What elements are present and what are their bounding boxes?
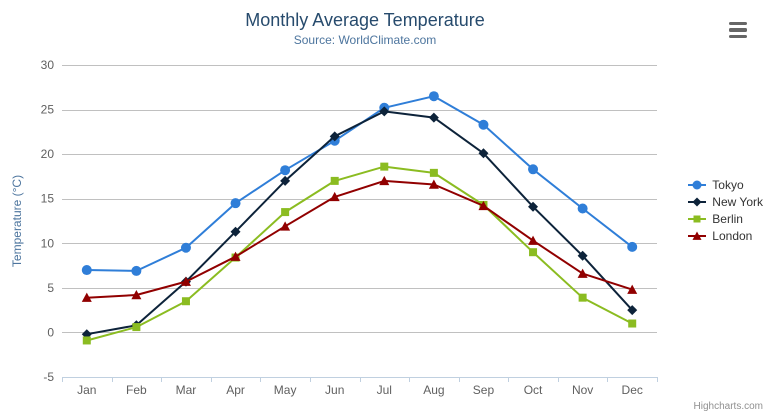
x-axis-tick-label: Apr <box>226 383 245 397</box>
data-point-marker[interactable] <box>478 119 489 130</box>
data-point-marker[interactable] <box>692 231 702 240</box>
data-point-marker[interactable] <box>180 276 191 286</box>
y-axis-tick-label: 10 <box>41 236 55 250</box>
data-point-marker[interactable] <box>329 191 340 202</box>
data-point-marker[interactable] <box>529 248 538 257</box>
legend-marker-triangle-icon <box>688 231 707 240</box>
data-point-marker[interactable] <box>428 91 439 102</box>
legend-item-tokyo[interactable]: Tokyo <box>687 176 763 193</box>
data-point-marker[interactable] <box>693 215 701 222</box>
series-new-york <box>81 106 638 340</box>
data-point-marker[interactable] <box>379 106 390 117</box>
data-point-marker[interactable] <box>280 175 291 186</box>
data-point-marker[interactable] <box>330 176 339 185</box>
y-axis-tick-label: 30 <box>41 58 55 72</box>
x-axis-tick-label: Nov <box>572 383 593 397</box>
legend-marker-circle-icon <box>688 180 707 189</box>
data-point-marker[interactable] <box>428 112 439 123</box>
legend-marker-diamond-icon <box>688 197 707 206</box>
series-london <box>81 175 638 302</box>
data-point-marker[interactable] <box>132 323 141 332</box>
x-axis-tick-label: Mar <box>176 383 197 397</box>
data-point-marker[interactable] <box>628 319 637 328</box>
data-point-marker[interactable] <box>478 200 489 211</box>
data-point-marker[interactable] <box>180 242 191 253</box>
hamburger-menu-icon <box>729 34 747 39</box>
data-point-marker[interactable] <box>329 131 340 142</box>
legend-label: Berlin <box>712 211 743 226</box>
legend-marker-square-icon <box>688 215 707 222</box>
data-point-marker[interactable] <box>692 197 702 206</box>
hamburger-menu-icon <box>729 21 747 26</box>
chart-subtitle: Source: WorldClimate.com <box>293 33 437 47</box>
y-axis-tick-label: 5 <box>47 281 54 295</box>
x-axis-tick-label: Jun <box>325 383 344 397</box>
data-point-marker[interactable] <box>280 221 291 231</box>
x-axis-tick-label: Jul <box>377 383 392 397</box>
data-point-marker[interactable] <box>578 293 587 302</box>
legend-item-new-york[interactable]: New York <box>687 193 763 210</box>
data-point-marker[interactable] <box>528 235 539 245</box>
data-point-marker[interactable] <box>380 162 389 171</box>
data-point-marker[interactable] <box>131 289 142 300</box>
y-axis-tick-label: 15 <box>41 192 55 206</box>
data-point-marker[interactable] <box>528 201 539 212</box>
x-axis-tick-label: Aug <box>423 383 444 397</box>
y-axis-title: Temperature (°C) <box>10 174 24 268</box>
series-line-tokyo[interactable] <box>85 95 634 272</box>
series-line-new-york[interactable] <box>85 110 634 336</box>
data-point-marker[interactable] <box>692 180 702 189</box>
legend-label: London <box>712 228 753 243</box>
data-point-marker[interactable] <box>82 336 91 345</box>
data-point-marker[interactable] <box>81 265 92 276</box>
y-axis-tick-label: -5 <box>43 370 54 384</box>
data-point-marker[interactable] <box>181 297 190 306</box>
series-line-london[interactable] <box>85 179 634 299</box>
hamburger-menu-icon <box>729 28 747 32</box>
data-point-marker[interactable] <box>281 208 290 217</box>
data-point-marker[interactable] <box>230 226 241 237</box>
data-point-marker[interactable] <box>428 179 439 189</box>
y-axis-tick-label: 0 <box>47 325 54 339</box>
data-point-marker[interactable] <box>627 284 638 294</box>
legend-item-berlin[interactable]: Berlin <box>687 210 763 227</box>
data-point-marker[interactable] <box>577 203 588 214</box>
chart-title: Monthly Average Temperature <box>245 10 485 30</box>
x-axis-tick-label: May <box>274 383 297 397</box>
legend-label: Tokyo <box>712 177 744 192</box>
data-point-marker[interactable] <box>429 168 438 177</box>
x-axis-tick-label: Sep <box>473 383 495 397</box>
data-point-marker[interactable] <box>280 165 291 176</box>
data-point-marker[interactable] <box>379 175 390 186</box>
data-point-marker[interactable] <box>230 251 241 261</box>
y-axis-tick-label: 25 <box>41 103 55 117</box>
data-point-marker[interactable] <box>478 148 489 159</box>
data-point-marker[interactable] <box>627 241 638 252</box>
x-axis-tick-label: Dec <box>622 383 643 397</box>
series-line-berlin[interactable] <box>85 165 634 342</box>
x-axis-tick-label: Feb <box>126 383 147 397</box>
export-menu-button[interactable] <box>729 20 749 40</box>
data-point-marker[interactable] <box>230 198 241 209</box>
legend-label: New York <box>712 194 763 209</box>
data-point-marker[interactable] <box>627 305 638 316</box>
y-axis-tick-label: 20 <box>41 147 55 161</box>
legend: Tokyo New York Berlin London <box>687 176 763 244</box>
credits-link[interactable]: Highcharts.com <box>693 401 763 412</box>
x-axis-tick-label: Oct <box>524 383 543 397</box>
x-axis-tick-label: Jan <box>77 383 96 397</box>
data-point-marker[interactable] <box>577 268 588 278</box>
data-point-marker[interactable] <box>81 292 92 302</box>
data-point-marker[interactable] <box>131 265 142 276</box>
legend-item-london[interactable]: London <box>687 227 763 244</box>
data-point-marker[interactable] <box>528 164 539 175</box>
series-tokyo <box>81 91 638 276</box>
data-point-marker[interactable] <box>577 250 588 261</box>
